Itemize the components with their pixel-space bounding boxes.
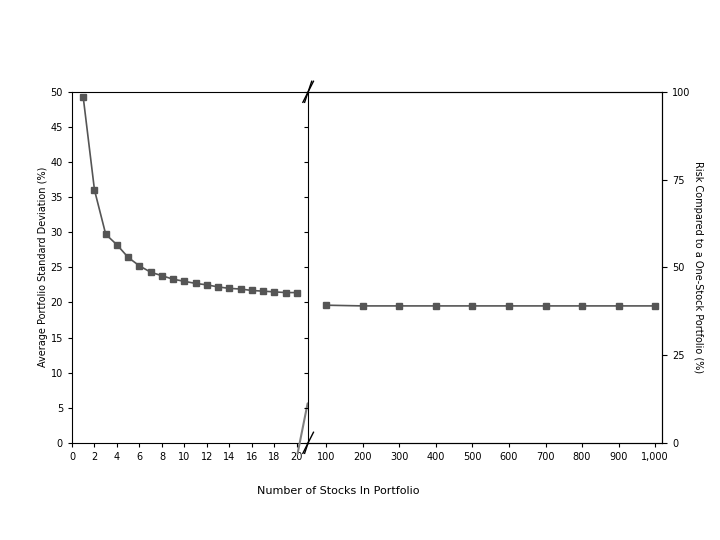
Text: |: | <box>544 508 549 524</box>
Text: BODIE, KANE, MARCUS: BODIE, KANE, MARCUS <box>554 510 706 521</box>
Y-axis label: Risk Compared to a One-Stock Portfolio (%): Risk Compared to a One-Stock Portfolio (… <box>693 161 703 373</box>
Y-axis label: Average Portfolio Standard Deviation (%): Average Portfolio Standard Deviation (%) <box>37 167 48 368</box>
Text: Number of Stocks In Portfolio: Number of Stocks In Portfolio <box>257 486 420 496</box>
Text: 7-33: 7-33 <box>58 509 89 522</box>
Text: Figure 7.2 Portfolio Diversification: Figure 7.2 Portfolio Diversification <box>61 33 659 64</box>
Text: INVESTMENTS: INVESTMENTS <box>446 509 578 523</box>
